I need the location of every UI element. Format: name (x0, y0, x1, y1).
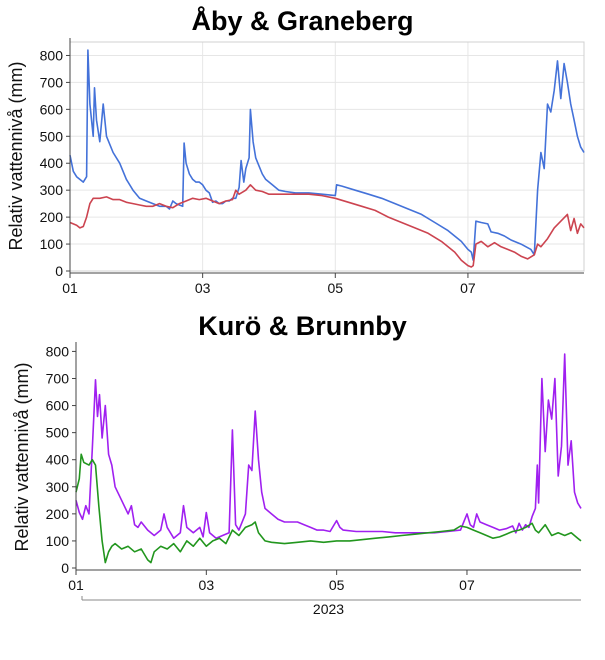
y-tick-label: 0 (55, 263, 63, 279)
y-tick-label: 0 (61, 560, 69, 576)
y-tick-label: 500 (46, 425, 70, 441)
y-axis-label: Relativ vattennivå (mm) (12, 362, 32, 551)
x-axis-year-label: 2023 (313, 601, 344, 617)
chart-top: 0 100 200 300 400 500 600 700 800 01 03 05 07 Relativ… (6, 38, 585, 296)
x-tick-label: 05 (328, 280, 344, 296)
x-tick-label: 01 (68, 577, 84, 593)
x-tick-label: 07 (460, 280, 476, 296)
x-tick-label: 03 (199, 577, 215, 593)
y-tick-label: 200 (40, 209, 64, 225)
y-tick-label: 300 (40, 182, 64, 198)
y-tick-label: 700 (40, 74, 64, 90)
y-tick-label: 400 (46, 452, 70, 468)
y-axis-label: Relativ vattennivå (mm) (6, 61, 26, 250)
y-tick-label: 500 (40, 128, 64, 144)
chart-title-top: Åby & Graneberg (191, 6, 414, 36)
y-tick-label: 600 (46, 398, 70, 414)
series-line-1 (69, 184, 585, 268)
x-tick-label: 07 (459, 577, 475, 593)
y-tick-label: 800 (40, 47, 64, 63)
y-tick-label: 600 (40, 101, 64, 117)
y-tick-label: 400 (40, 155, 64, 171)
y-tick-label: 700 (46, 370, 70, 386)
y-tick-label: 300 (46, 479, 70, 495)
y-tick-label: 200 (46, 506, 70, 522)
y-tick-label: 100 (46, 533, 70, 549)
series-line-0 (75, 353, 582, 539)
x-tick-label: 03 (195, 280, 211, 296)
y-tick-label: 800 (46, 343, 70, 359)
x-tick-label: 05 (329, 577, 345, 593)
chart-bottom: 0 100 200 300 400 500 600 700 800 01 03 05 07 Relativ… (12, 342, 582, 617)
y-tick-label: 100 (40, 236, 64, 252)
series-line-0 (69, 49, 585, 261)
x-tick-label: 01 (62, 280, 78, 296)
series-line-1 (75, 453, 582, 564)
chart-title-bottom: Kurö & Brunnby (198, 311, 407, 341)
